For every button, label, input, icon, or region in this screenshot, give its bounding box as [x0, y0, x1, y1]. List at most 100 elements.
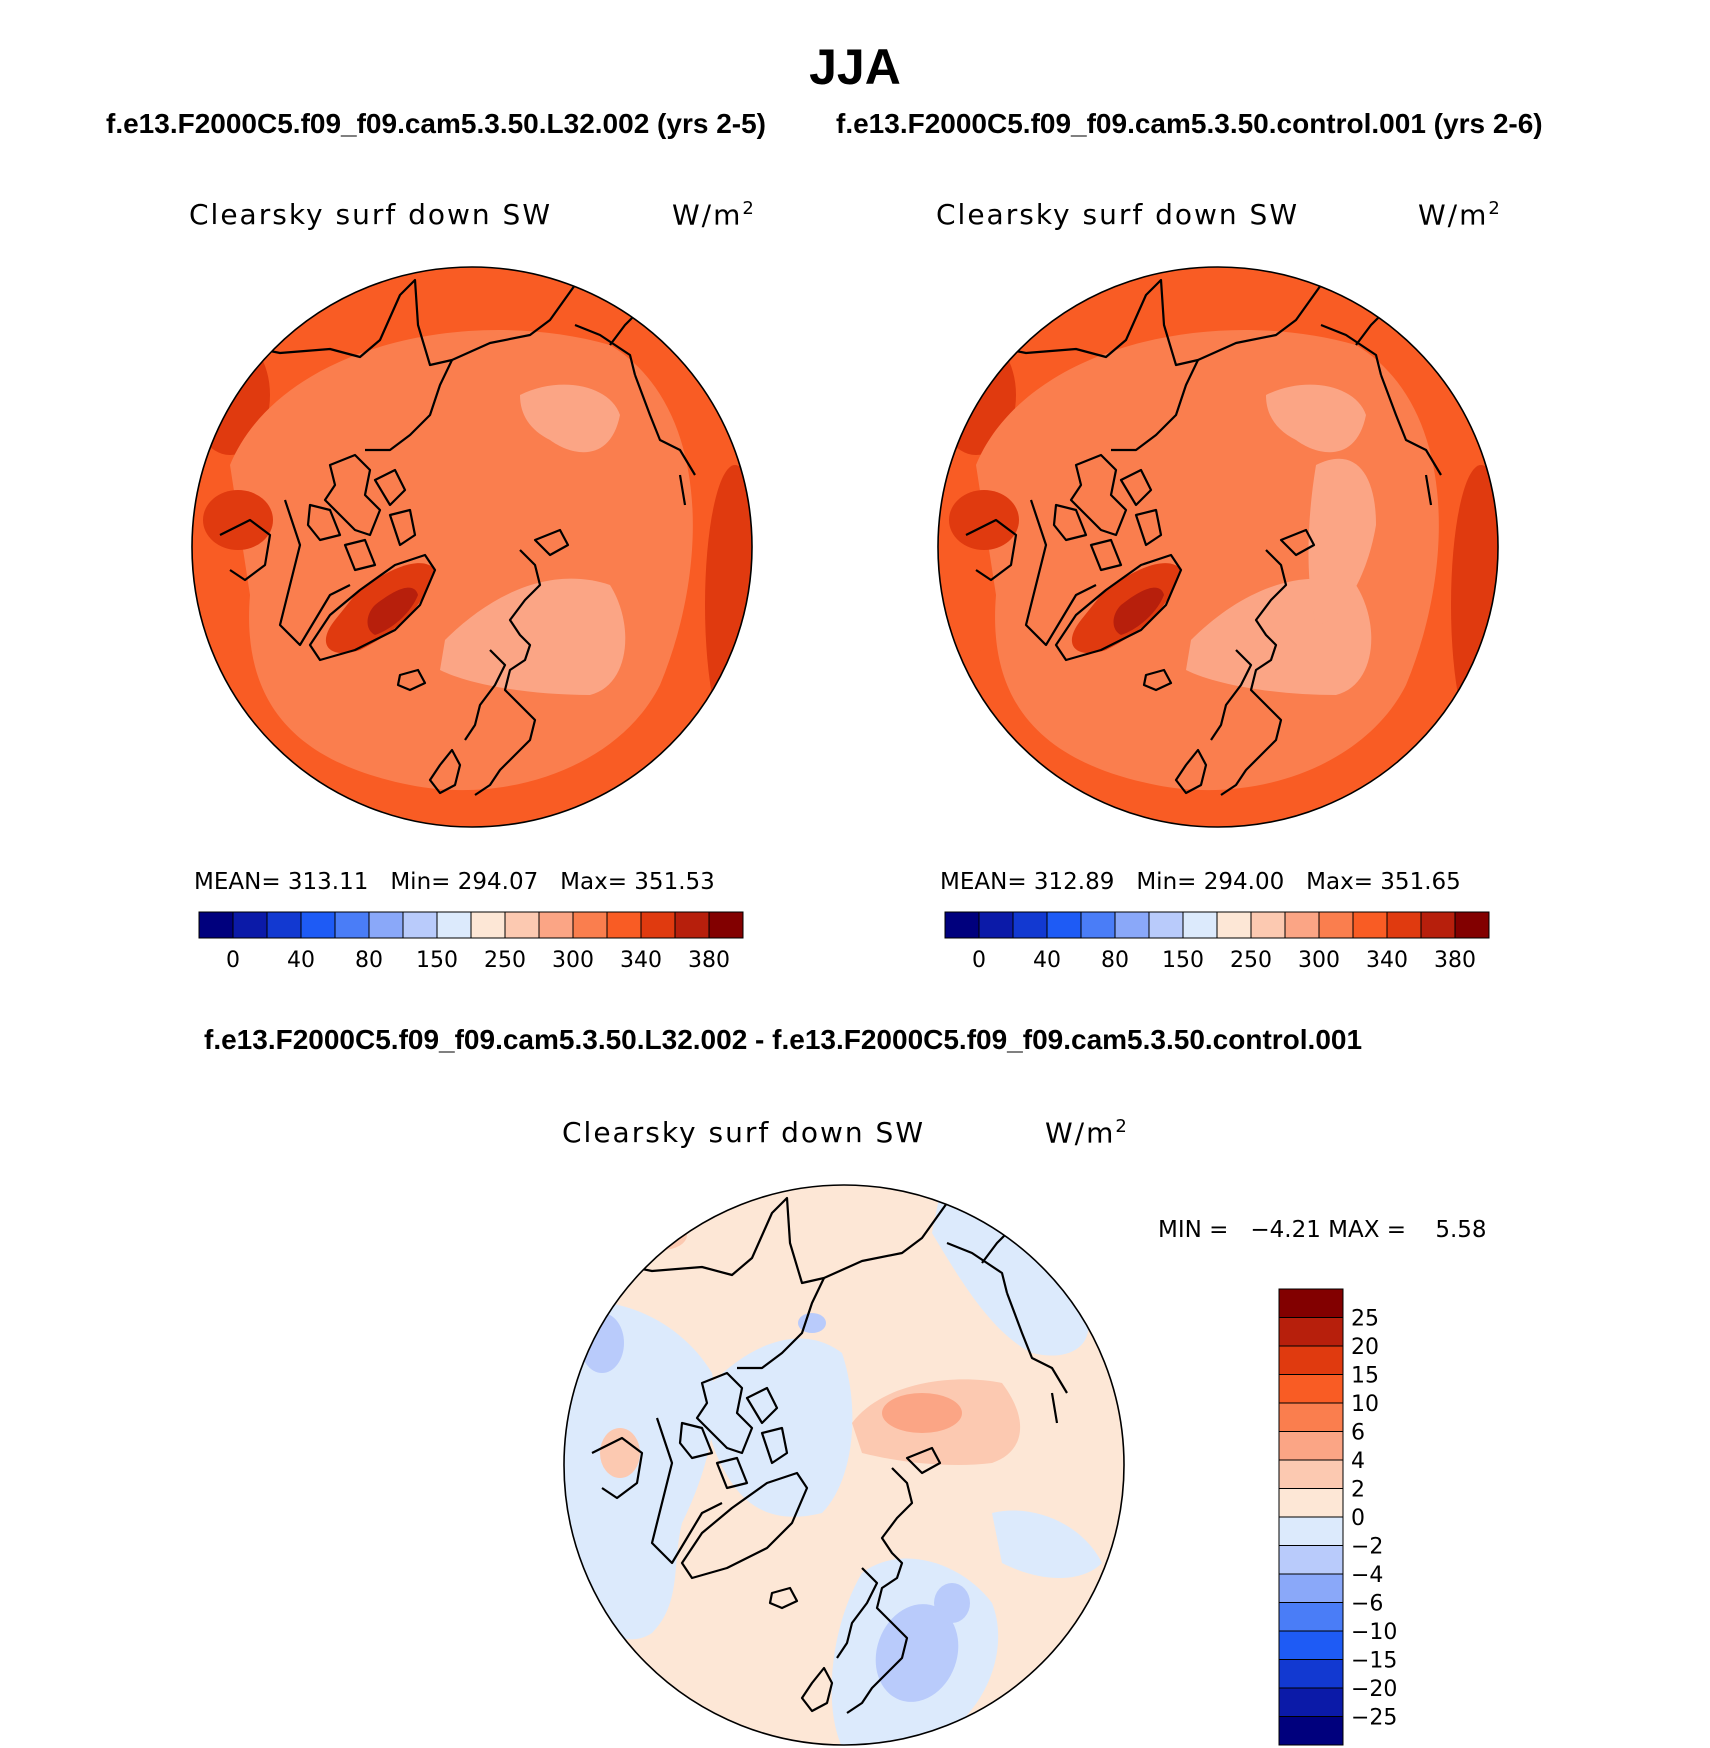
- coastline-scandinavia: [464, 549, 542, 796]
- colorbar-bin: [1278, 1630, 1344, 1660]
- coastline-british-isles: [428, 748, 462, 795]
- colorbar-tick-label: 20: [1351, 1335, 1379, 1360]
- colorbar-tick-label: 25: [1351, 1307, 1379, 1332]
- panel-2-variable-label: Clearsky surf down SW: [936, 198, 1300, 231]
- coastline-north-america: [965, 499, 1097, 647]
- colorbar-tick-label: −2: [1351, 1535, 1383, 1560]
- colorbar-tick-label: 0: [972, 948, 986, 973]
- colorbar-bin: [708, 911, 744, 939]
- colorbar-bin: [1278, 1545, 1344, 1575]
- left-case-title: f.e13.F2000C5.f09_f09.cam5.3.50.L32.002 …: [106, 108, 766, 139]
- panel-1-polar-map: [191, 266, 753, 828]
- field-region-low: [520, 384, 620, 453]
- coastline-east-siberia: [633, 374, 696, 506]
- coastline-north-america: [219, 499, 351, 647]
- colorbar-tick-label: 380: [1434, 948, 1476, 973]
- panel-1-colorbar: 0 40 80 150 250 300 340 380: [198, 911, 744, 973]
- colorbar-bin: [1278, 1431, 1344, 1461]
- colorbar-tick-label: 0: [226, 948, 240, 973]
- colorbar-bin: [402, 911, 438, 939]
- map-border: [563, 1184, 1125, 1746]
- max-value: 5.58: [1435, 1217, 1487, 1243]
- field-region-negative-strong: [580, 1313, 624, 1373]
- colorbar-bin: [1278, 1659, 1344, 1689]
- colorbar-tick-label: −25: [1351, 1706, 1397, 1731]
- max-label: Max=: [1306, 869, 1373, 895]
- panel-1-stats: MEAN= 313.11 Min= 294.07 Max= 351.53: [194, 869, 715, 895]
- colorbar-bin: [1278, 1345, 1344, 1375]
- colorbar-bin: [1012, 911, 1048, 939]
- field-region-low: [1308, 458, 1376, 625]
- min-value: 294.00: [1203, 869, 1285, 895]
- colorbar-bin: [1278, 1374, 1344, 1404]
- coastline-taymyr: [1111, 359, 1199, 452]
- coastline-canadian-archipelago: [306, 453, 417, 572]
- colorbar-tick-label: −10: [1351, 1620, 1397, 1645]
- field-region-interior: [230, 330, 693, 791]
- colorbar-bin: [1278, 1573, 1344, 1603]
- coastline-novaya-zemlya: [1279, 528, 1316, 557]
- coastline-north-america: [591, 1417, 723, 1565]
- coastline-british-isles: [1174, 748, 1208, 795]
- colorbar-bin: [606, 911, 642, 939]
- colorbar-bin: [266, 911, 302, 939]
- colorbar-bin: [1318, 911, 1354, 939]
- colorbar-bin: [944, 911, 980, 939]
- field: [564, 1185, 1124, 1745]
- min-value: −4.21: [1250, 1217, 1321, 1243]
- colorbar-bin: [640, 911, 676, 939]
- field-region-interior: [976, 330, 1439, 791]
- colorbar-tick-label: 4: [1351, 1449, 1365, 1474]
- colorbar-bin: [1046, 911, 1082, 939]
- colorbar-bin: [1420, 911, 1456, 939]
- colorbar-bin: [1216, 911, 1252, 939]
- colorbar-tick-label: −6: [1351, 1592, 1383, 1617]
- panel-3-polar-map: [563, 1184, 1125, 1746]
- colorbar-bin: [1386, 911, 1422, 939]
- coastline-iceland: [1142, 668, 1173, 692]
- colorbar-tick-label: 0: [1351, 1506, 1365, 1531]
- coastline-greenland: [308, 553, 437, 662]
- colorbar-bin: [572, 911, 608, 939]
- colorbar-bin: [1278, 1516, 1344, 1546]
- max-label: MAX =: [1328, 1217, 1407, 1243]
- field-region-negative: [932, 1185, 1089, 1356]
- field-region-positive: [637, 1220, 687, 1250]
- field-region-negative-strong: [934, 1583, 970, 1623]
- difference-title: f.e13.F2000C5.f09_f09.cam5.3.50.L32.002 …: [204, 1024, 1363, 1055]
- colorbar-bin: [674, 911, 710, 939]
- mean-value: 313.11: [287, 869, 369, 895]
- coastline-taymyr: [737, 1277, 825, 1370]
- colorbar-bin: [368, 911, 404, 939]
- field-region-max: [1113, 587, 1164, 635]
- coastline-east-siberia: [1005, 1292, 1068, 1424]
- right-case-title: f.e13.F2000C5.f09_f09.cam5.3.50.control.…: [836, 108, 1543, 139]
- coastline-iceland: [396, 668, 427, 692]
- panel-2-polar-map: [937, 266, 1499, 828]
- colorbar-tick-label: 80: [1101, 948, 1129, 973]
- colorbar-tick-label: 300: [1298, 948, 1340, 973]
- colorbar-tick-label: 80: [355, 948, 383, 973]
- coastline-taymyr: [365, 359, 453, 452]
- colorbar-bin: [504, 911, 540, 939]
- mean-label: MEAN=: [194, 869, 281, 895]
- field-region-max: [367, 587, 418, 635]
- colorbar-tick-label: 40: [287, 948, 315, 973]
- colorbar-tick-label: 10: [1351, 1392, 1379, 1417]
- min-label: Min=: [1136, 869, 1197, 895]
- max-value: 351.53: [634, 869, 715, 895]
- field-region-high: [949, 490, 1019, 550]
- colorbar-bin: [1278, 1459, 1344, 1489]
- min-value: 294.07: [457, 869, 539, 895]
- field-region-positive-strong: [882, 1393, 962, 1433]
- colorbar-bin: [1182, 911, 1218, 939]
- figure-title: JJA: [809, 39, 901, 95]
- coastline-scandinavia: [836, 1467, 914, 1714]
- colorbar-bin: [300, 911, 336, 939]
- colorbar-bin: [1278, 1716, 1344, 1746]
- field: [192, 267, 752, 827]
- field-region-negative: [992, 1510, 1102, 1578]
- coastline-british-isles: [800, 1666, 834, 1713]
- field-region-positive: [600, 1428, 640, 1478]
